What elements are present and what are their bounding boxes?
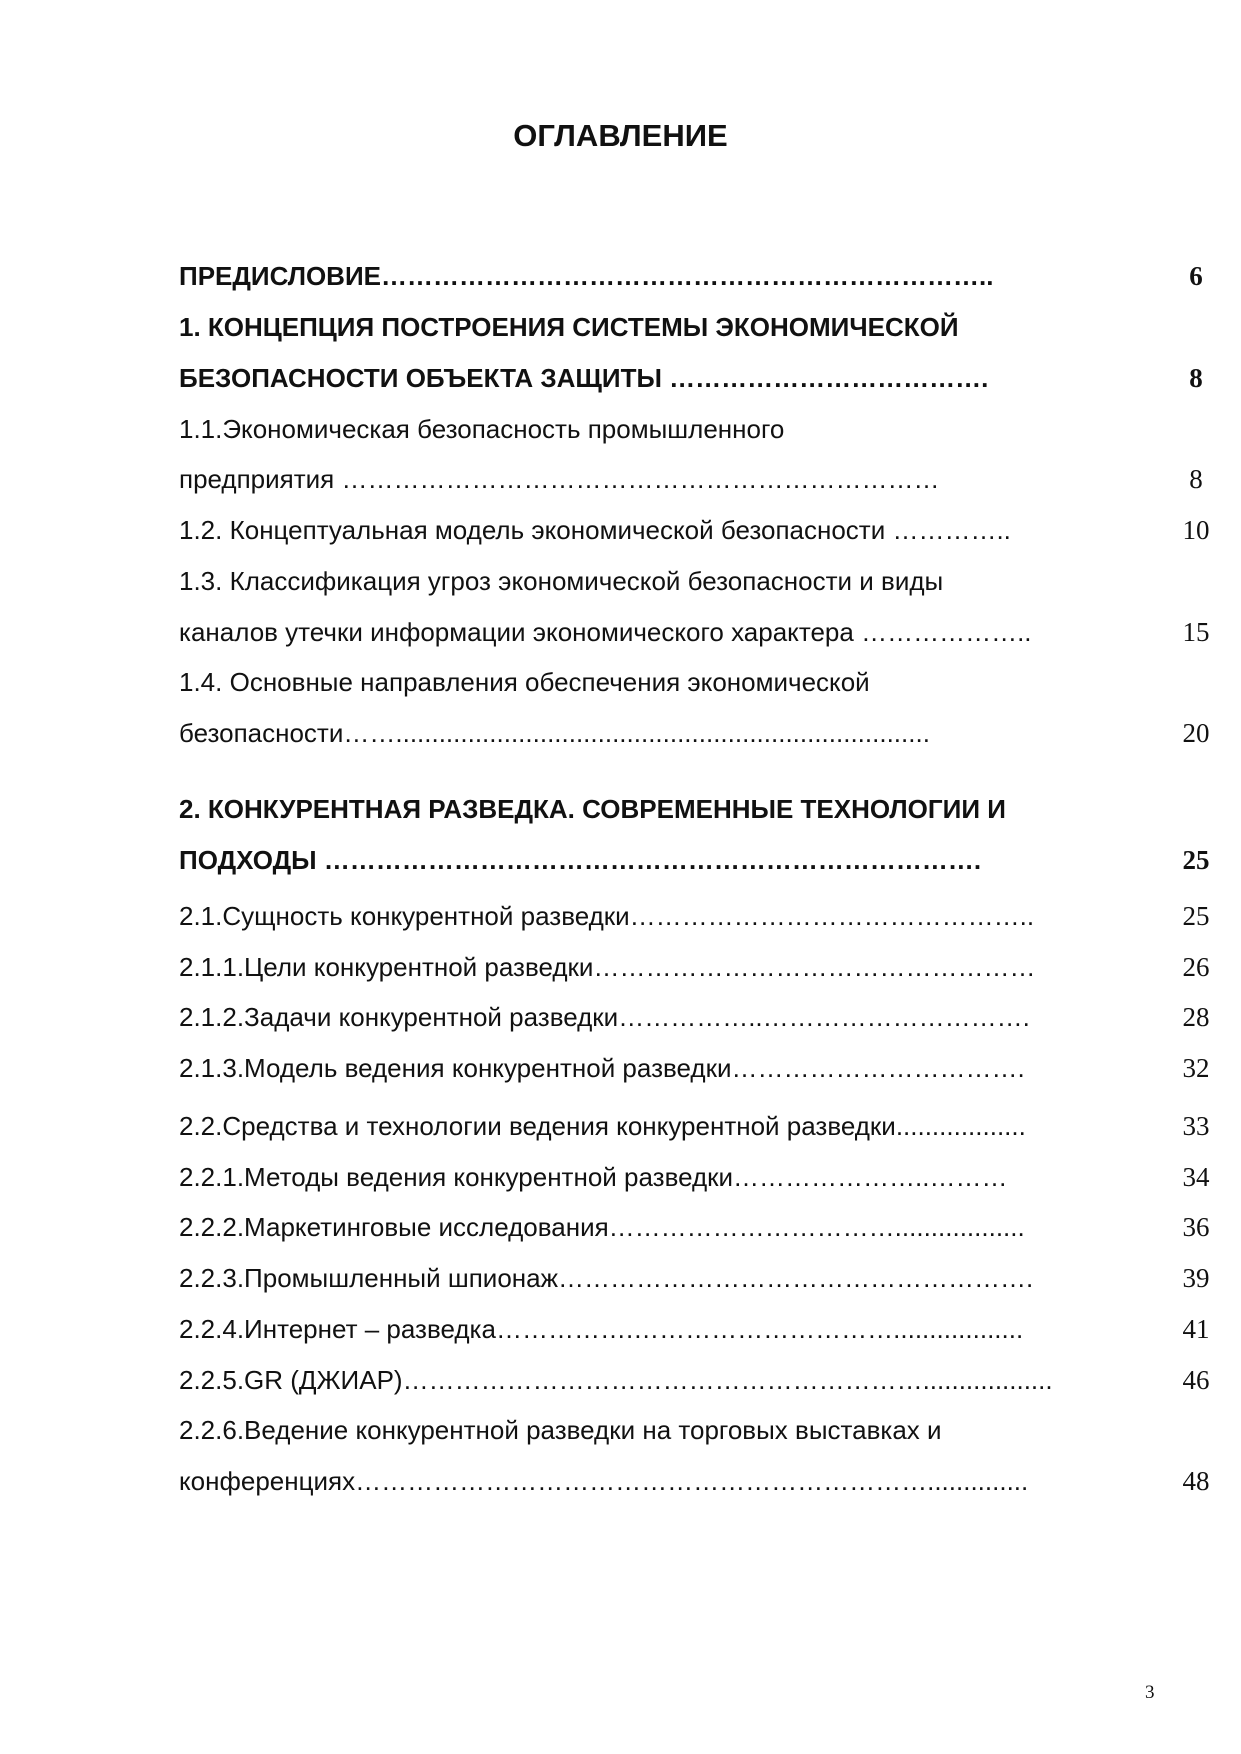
toc-page-number: 8	[1189, 464, 1203, 494]
toc-entry: 2.2.6.Ведение конкурентной разведки на т…	[179, 1415, 942, 1445]
toc-entry: 2.1.Сущность конкурентной разведки…………………	[179, 901, 1035, 931]
toc-page-number: 41	[1182, 1314, 1210, 1344]
toc-page-number: 46	[1182, 1365, 1210, 1395]
toc-entry: 2.2.4.Интернет – разведка…………….…………………………	[179, 1314, 1024, 1344]
toc-entry: 2. КОНКУРЕНТНАЯ РАЗВЕДКА. СОВРЕМЕННЫЕ ТЕ…	[179, 794, 1006, 824]
toc-entry: 2.2.Средства и технологии ведения конкур…	[179, 1111, 1026, 1141]
toc-entry: 1.4. Основные направления обеспечения эк…	[179, 667, 870, 697]
toc-page-number: 15	[1182, 617, 1210, 647]
toc-entry: 2.2.5.GR (ДЖИАР)……………………………………………………....…	[179, 1365, 1053, 1395]
toc-entry: БЕЗОПАСНОСТИ ОБЪЕКТА ЗАЩИТЫ …………………………………	[179, 363, 989, 393]
toc-page-number: 26	[1182, 952, 1210, 982]
toc-entry: безопасности……..........................…	[179, 718, 930, 748]
toc-entry: предприятия ……………………………………………………………	[179, 464, 940, 494]
toc-entry: ПРЕДИСЛОВИЕ……………………………………………………………..	[179, 261, 994, 291]
toc-page-number: 10	[1182, 515, 1210, 545]
toc-page-number: 28	[1182, 1002, 1210, 1032]
toc-page-number: 33	[1182, 1111, 1210, 1141]
page-number: 3	[1145, 1682, 1155, 1703]
toc-entry: 2.2.3.Промышленный шпионаж………………………………………	[179, 1263, 1034, 1293]
toc-page-number: 20	[1182, 718, 1210, 748]
toc-entry: 2.1.2.Задачи конкурентной разведки…………….…	[179, 1002, 1030, 1032]
toc-entry: 2.2.1.Методы ведения конкурентной развед…	[179, 1162, 1008, 1192]
toc-entry: 1.2. Концептуальная модель экономической…	[179, 515, 1011, 545]
toc-page-number: 36	[1182, 1212, 1210, 1242]
toc-entry: 2.2.2.Маркетинговые исследования………………………	[179, 1212, 1025, 1242]
toc-page-number: 8	[1189, 363, 1203, 393]
toc-page-number: 25	[1182, 845, 1210, 875]
toc-page-number: 34	[1182, 1162, 1210, 1192]
toc-page-number: 39	[1182, 1263, 1210, 1293]
toc-page-number: 48	[1182, 1466, 1210, 1496]
toc-entry: 1.1.Экономическая безопасность промышлен…	[179, 414, 785, 444]
toc-entry: каналов утечки информации экономического…	[179, 617, 1032, 647]
toc-entry: 2.1.1.Цели конкурентной разведки………………………	[179, 952, 1036, 982]
toc-entry: конференциях…………………………………………………………......…	[179, 1466, 1029, 1496]
toc-entry: 2.1.3.Модель ведения конкурентной развед…	[179, 1053, 1025, 1083]
toc-entry: 1.3. Классификация угроз экономической б…	[179, 566, 944, 596]
page-title: ОГЛАВЛЕНИЕ	[513, 118, 728, 153]
toc-entry: 1. КОНЦЕПЦИЯ ПОСТРОЕНИЯ СИСТЕМЫ ЭКОНОМИЧ…	[179, 312, 959, 342]
toc-entry: ПОДХОДЫ ………………………………………………………………….	[179, 845, 982, 875]
toc-page-number: 32	[1182, 1053, 1210, 1083]
toc-page-number: 25	[1182, 901, 1210, 931]
toc-page-number: 6	[1189, 261, 1203, 291]
